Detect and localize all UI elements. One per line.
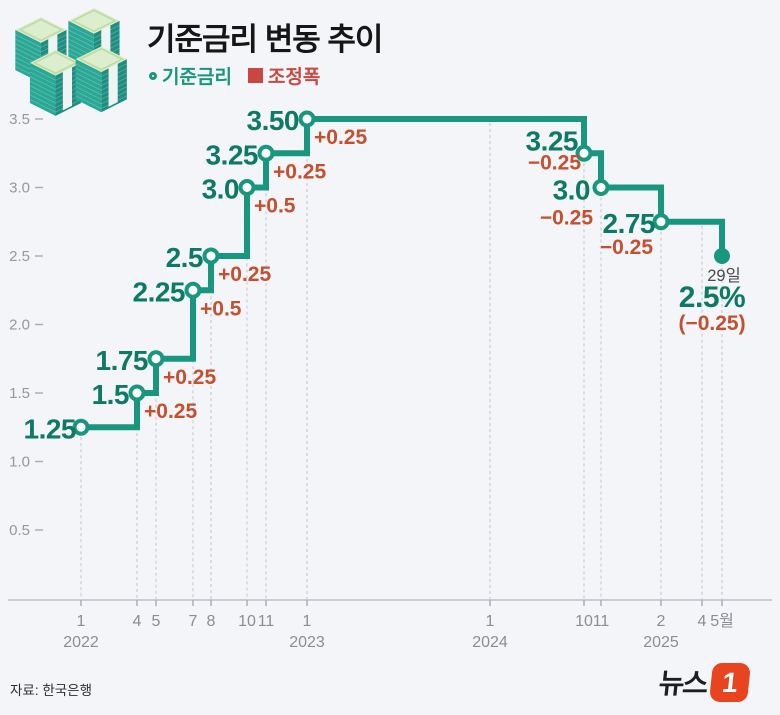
legend-adjustment-label: 조정폭 [267, 67, 321, 88]
rate-adjustment-label: +0.5 [200, 297, 242, 320]
y-tick-label: 1.0 [9, 454, 30, 471]
data-point-marker [575, 144, 593, 162]
y-tick-label: 0.5 [9, 522, 30, 539]
legend-rate-label: 기준금리 [162, 67, 232, 88]
x-tick-label: 7 [189, 613, 198, 630]
y-tick-label: 1.5 [9, 385, 30, 402]
x-tick-label: 11 [593, 613, 610, 630]
x-tick-label: 5 [152, 613, 161, 630]
x-year-label: 2024 [472, 634, 508, 651]
data-point-marker [147, 350, 165, 368]
legend-item-rate: 기준금리 [149, 62, 232, 89]
rate-adjustment-label: −0.25 [600, 236, 653, 259]
point-value-label: 3.0 [553, 175, 590, 206]
rate-adjustment-label: +0.5 [254, 195, 296, 218]
point-value-label: 2.75 [603, 208, 656, 239]
x-year-label: 2023 [289, 634, 325, 651]
point-value-label: 3.0 [202, 174, 239, 205]
y-tick-label: 2.0 [9, 317, 30, 334]
x-tick-label: 5월 [710, 612, 734, 630]
x-year-label: 2025 [643, 634, 679, 651]
point-value-label: 2.5 [166, 242, 203, 273]
final-point-date-label: 29일 [707, 267, 741, 285]
x-tick-label: 1 [303, 613, 312, 630]
x-tick-label: 1 [486, 613, 495, 630]
final-point-adjustment-label: (−0.25) [678, 312, 746, 335]
x-tick-label: 2 [657, 613, 666, 630]
chart-legend: 기준금리 조정폭 [149, 62, 320, 89]
source-note: 자료: 한국은행 [10, 683, 93, 698]
x-tick-label: 11 [258, 613, 275, 630]
news1-logo-text: 뉴스 [657, 668, 709, 699]
x-tick-label: 4 [698, 613, 707, 630]
rate-adjustment-label: −0.25 [528, 151, 581, 174]
rate-step-line [81, 116, 725, 431]
data-point-marker [128, 384, 146, 402]
y-tick-label: 3.5 [9, 111, 30, 128]
rate-adjustment-label: −0.25 [540, 207, 593, 230]
x-year-label: 2022 [63, 634, 99, 651]
y-tick-label: 3.0 [9, 180, 30, 197]
point-value-label: 2.25 [133, 276, 186, 307]
data-point-marker [72, 418, 90, 436]
data-point-marker [202, 247, 220, 265]
data-point-marker [592, 179, 610, 196]
x-tick-label: 8 [207, 613, 216, 630]
page-title: 기준금리 변동 추이 [147, 22, 383, 57]
rate-adjustment-label: +0.25 [218, 263, 271, 286]
data-point-marker [184, 281, 202, 299]
rate-circle-marker-icon [149, 71, 157, 80]
data-point-marker-filled [714, 248, 730, 264]
rate-adjustment-label: +0.25 [144, 400, 197, 423]
point-value-label: 3.25 [526, 125, 579, 156]
data-point-marker [238, 179, 256, 196]
data-point-marker [652, 213, 670, 231]
point-value-label: 3.50 [247, 105, 300, 136]
adjustment-square-marker-icon [247, 68, 263, 83]
news1-logo: 뉴스 1 [657, 662, 751, 702]
rate-adjustment-label: +0.25 [163, 366, 216, 389]
final-point-value-label: 2.5% [678, 281, 746, 314]
x-tick-label: 10 [575, 613, 593, 630]
rate-adjustment-label: +0.25 [314, 126, 367, 149]
news1-one-icon: 1 [708, 662, 751, 702]
point-value-label: 1.75 [96, 345, 149, 376]
data-point-marker [257, 144, 275, 162]
point-value-label: 1.25 [24, 413, 77, 444]
x-tick-label: 10 [238, 613, 256, 630]
y-tick-label: 2.5 [9, 248, 30, 265]
rate-adjustment-label: +0.25 [273, 160, 326, 183]
point-value-label: 1.5 [92, 379, 129, 410]
data-point-marker [298, 110, 316, 128]
x-tick-label: 4 [133, 613, 142, 630]
x-tick-label: 1 [77, 613, 86, 630]
legend-item-adjustment: 조정폭 [247, 62, 321, 89]
point-value-label: 3.25 [206, 139, 259, 170]
